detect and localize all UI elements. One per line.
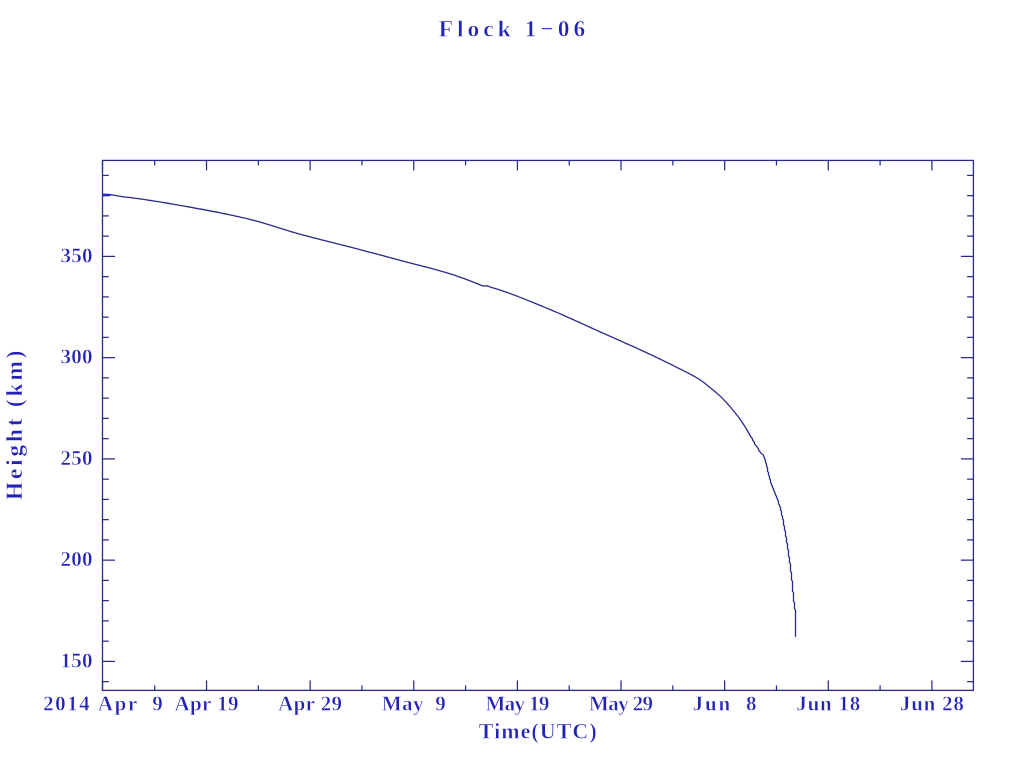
svg-text:Jun 8: Jun 8 (693, 692, 757, 716)
svg-text:300: 300 (61, 345, 93, 369)
svg-text:Time(UTC): Time(UTC) (479, 718, 597, 743)
svg-text:May 19: May 19 (485, 692, 549, 716)
svg-text:250: 250 (61, 446, 93, 470)
svg-text:350: 350 (61, 243, 93, 267)
svg-text:Jun 18: Jun 18 (796, 692, 860, 716)
svg-text:May 9: May 9 (382, 692, 446, 716)
svg-text:Apr 19: Apr 19 (175, 692, 239, 716)
svg-text:150: 150 (61, 648, 93, 672)
svg-text:2014 Apr 9: 2014 Apr 9 (43, 692, 163, 716)
svg-text:Jun 28: Jun 28 (900, 692, 964, 716)
svg-text:200: 200 (61, 547, 93, 571)
svg-text:Height (km): Height (km) (2, 351, 28, 501)
svg-text:Apr 29: Apr 29 (278, 692, 342, 716)
svg-text:May 29: May 29 (589, 692, 653, 716)
